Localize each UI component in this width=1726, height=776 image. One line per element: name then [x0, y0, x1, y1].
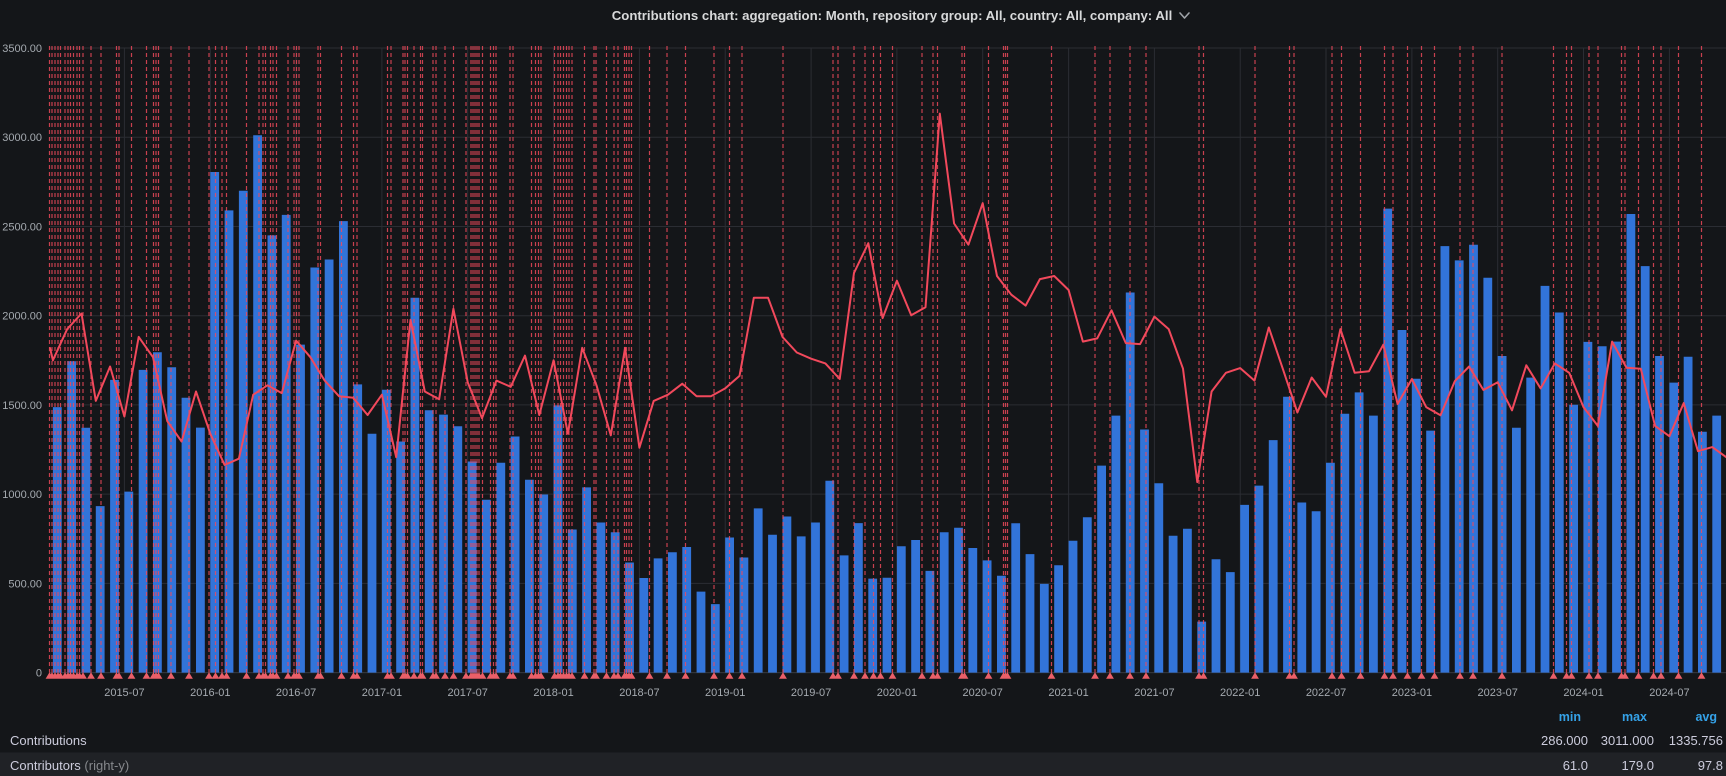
svg-text:2019-01: 2019-01 [705, 687, 745, 699]
svg-text:2023-07: 2023-07 [1478, 687, 1518, 699]
svg-text:1000.00: 1000.00 [2, 489, 42, 501]
svg-text:3500.00: 3500.00 [2, 43, 42, 55]
svg-text:2017-01: 2017-01 [362, 687, 402, 699]
svg-text:2024-01: 2024-01 [1563, 687, 1603, 699]
svg-text:Contributors (right-y): Contributors (right-y) [10, 758, 129, 773]
svg-text:3011.000: 3011.000 [1601, 733, 1654, 748]
svg-text:2021-01: 2021-01 [1048, 687, 1088, 699]
svg-text:2015-07: 2015-07 [104, 687, 144, 699]
svg-text:179.0: 179.0 [1621, 758, 1654, 773]
svg-text:61.0: 61.0 [1563, 758, 1588, 773]
svg-text:1335.756: 1335.756 [1669, 733, 1723, 748]
svg-text:2016-01: 2016-01 [190, 687, 230, 699]
svg-text:2020-07: 2020-07 [963, 687, 1003, 699]
svg-text:286.000: 286.000 [1541, 733, 1588, 748]
svg-text:avg: avg [1695, 710, 1717, 724]
svg-text:max: max [1622, 710, 1647, 724]
svg-text:1500.00: 1500.00 [2, 400, 42, 412]
svg-text:2020-01: 2020-01 [877, 687, 917, 699]
svg-text:2022-01: 2022-01 [1220, 687, 1260, 699]
svg-text:3000.00: 3000.00 [2, 132, 42, 144]
svg-text:2016-07: 2016-07 [276, 687, 316, 699]
svg-text:min: min [1559, 710, 1581, 724]
svg-text:97.8: 97.8 [1698, 758, 1723, 773]
svg-text:Contributions: Contributions [10, 733, 87, 748]
svg-text:2000.00: 2000.00 [2, 311, 42, 323]
svg-text:500.00: 500.00 [8, 578, 42, 590]
svg-text:2018-01: 2018-01 [533, 687, 573, 699]
svg-text:2022-07: 2022-07 [1306, 687, 1346, 699]
svg-text:2021-07: 2021-07 [1134, 687, 1174, 699]
svg-text:2018-07: 2018-07 [619, 687, 659, 699]
svg-text:0: 0 [36, 668, 42, 680]
svg-text:2024-07: 2024-07 [1649, 687, 1689, 699]
svg-text:Contributions chart: aggregati: Contributions chart: aggregation: Month,… [612, 8, 1172, 23]
svg-text:2500.00: 2500.00 [2, 222, 42, 234]
svg-text:2023-01: 2023-01 [1392, 687, 1432, 699]
svg-text:2017-07: 2017-07 [448, 687, 488, 699]
svg-text:2019-07: 2019-07 [791, 687, 831, 699]
